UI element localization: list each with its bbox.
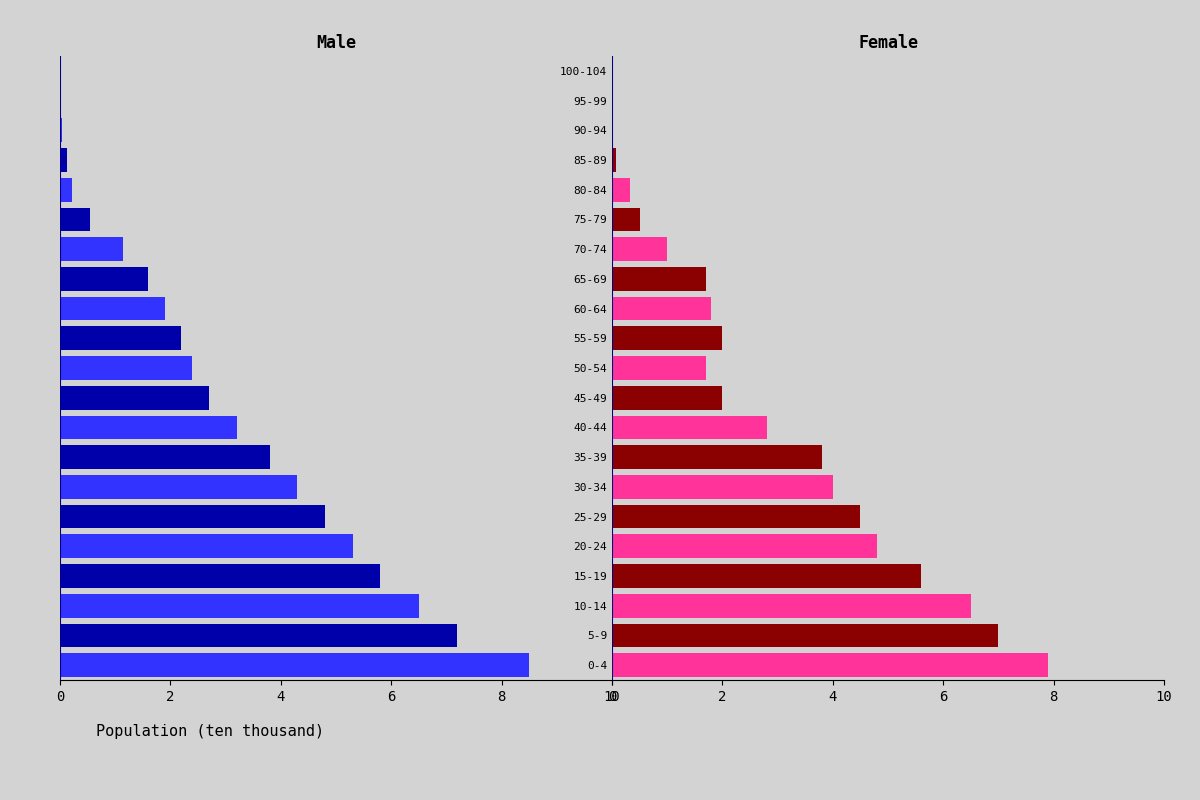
Bar — [60, 267, 149, 290]
Bar — [612, 594, 971, 618]
Bar — [60, 148, 67, 172]
Bar — [612, 238, 667, 261]
Bar — [60, 446, 270, 469]
Bar — [60, 238, 124, 261]
Bar — [612, 356, 706, 380]
Bar — [612, 654, 1048, 677]
Bar — [612, 297, 712, 321]
Bar — [60, 623, 457, 647]
Bar — [60, 475, 298, 498]
Bar — [60, 594, 419, 618]
Bar — [60, 207, 90, 231]
Bar — [60, 534, 353, 558]
Text: Population (ten thousand): Population (ten thousand) — [96, 724, 324, 739]
Bar — [612, 207, 640, 231]
Bar — [60, 297, 164, 321]
Bar — [612, 178, 630, 202]
Bar — [60, 505, 325, 529]
Bar — [612, 415, 767, 439]
Bar — [60, 118, 62, 142]
Bar — [612, 505, 860, 529]
Bar — [60, 654, 529, 677]
Bar — [60, 564, 380, 588]
Bar — [612, 386, 722, 410]
Bar — [60, 326, 181, 350]
Title: Female: Female — [858, 34, 918, 52]
Bar — [60, 415, 236, 439]
Bar — [60, 386, 209, 410]
Title: Male: Male — [316, 34, 356, 52]
Bar — [612, 267, 706, 290]
Bar — [612, 564, 922, 588]
Bar — [612, 148, 616, 172]
Bar — [612, 475, 833, 498]
Bar — [60, 178, 72, 202]
Bar — [60, 356, 192, 380]
Bar — [612, 326, 722, 350]
Bar — [612, 623, 998, 647]
Bar — [612, 534, 877, 558]
Bar — [612, 446, 822, 469]
